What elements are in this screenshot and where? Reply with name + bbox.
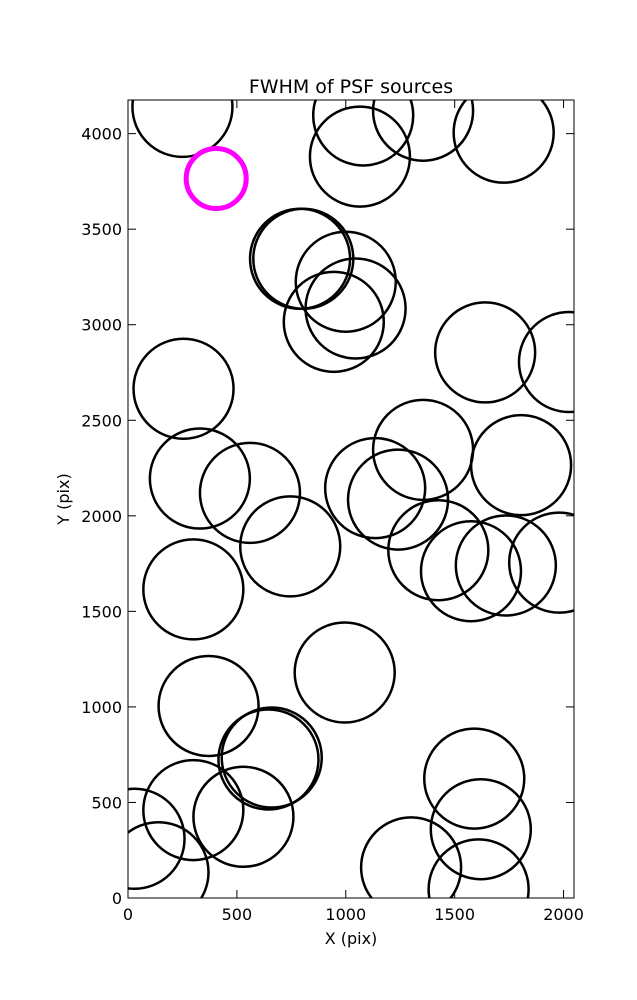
source-marker (419, 519, 523, 623)
source-marker (198, 441, 302, 545)
y-tick-label: 0 (112, 889, 122, 908)
source-marker (454, 514, 558, 617)
source-marker (427, 838, 530, 898)
highlight-source-marker (183, 146, 249, 212)
source-marker (507, 511, 574, 614)
source-marker (142, 538, 245, 641)
y-tick-label: 2000 (81, 507, 122, 526)
source-marker (252, 207, 355, 311)
source-marker (346, 448, 450, 551)
x-tick-label: 2000 (543, 905, 584, 924)
source-marker (308, 105, 412, 208)
y-tick-label: 3000 (81, 316, 122, 335)
source-marker (387, 498, 490, 602)
source-marker (132, 337, 235, 440)
x-tick-label: 1500 (434, 905, 475, 924)
source-marker (142, 758, 245, 862)
source-marker (433, 301, 537, 404)
source-marker (192, 765, 295, 869)
source-marker (429, 777, 533, 881)
x-axis-label: X (pix) (325, 929, 378, 948)
source-marker (293, 621, 396, 724)
y-tick-label: 1500 (81, 602, 122, 621)
y-axis-label: Y (pix) (54, 473, 73, 525)
x-tick-label: 0 (123, 905, 133, 924)
source-marker (371, 100, 475, 162)
source-marker (323, 436, 427, 540)
source-markers (128, 100, 574, 898)
source-marker (128, 820, 210, 898)
source-marker (452, 100, 555, 184)
source-marker (423, 727, 526, 830)
x-tick-label: 1000 (325, 905, 366, 924)
source-marker (217, 708, 320, 811)
chart-title: FWHM of PSF sources (249, 76, 453, 98)
source-marker (311, 100, 415, 167)
plot-frame (127, 99, 575, 899)
source-marker (148, 427, 252, 530)
source-marker (469, 413, 573, 517)
source-marker (294, 230, 398, 333)
source-marker (517, 310, 574, 414)
y-tick-label: 2500 (81, 411, 122, 430)
source-marker (131, 100, 234, 159)
y-tick-label: 4000 (81, 125, 122, 144)
source-marker (282, 270, 386, 374)
source-marker (157, 654, 260, 758)
source-marker (359, 816, 463, 898)
source-marker (128, 787, 186, 890)
x-tick-label: 500 (222, 905, 253, 924)
y-tick-label: 3500 (81, 220, 122, 239)
source-marker (238, 495, 342, 598)
y-tick-label: 500 (91, 793, 122, 812)
source-marker (220, 706, 323, 809)
source-marker (304, 257, 407, 360)
y-tick-label: 1000 (81, 698, 122, 717)
